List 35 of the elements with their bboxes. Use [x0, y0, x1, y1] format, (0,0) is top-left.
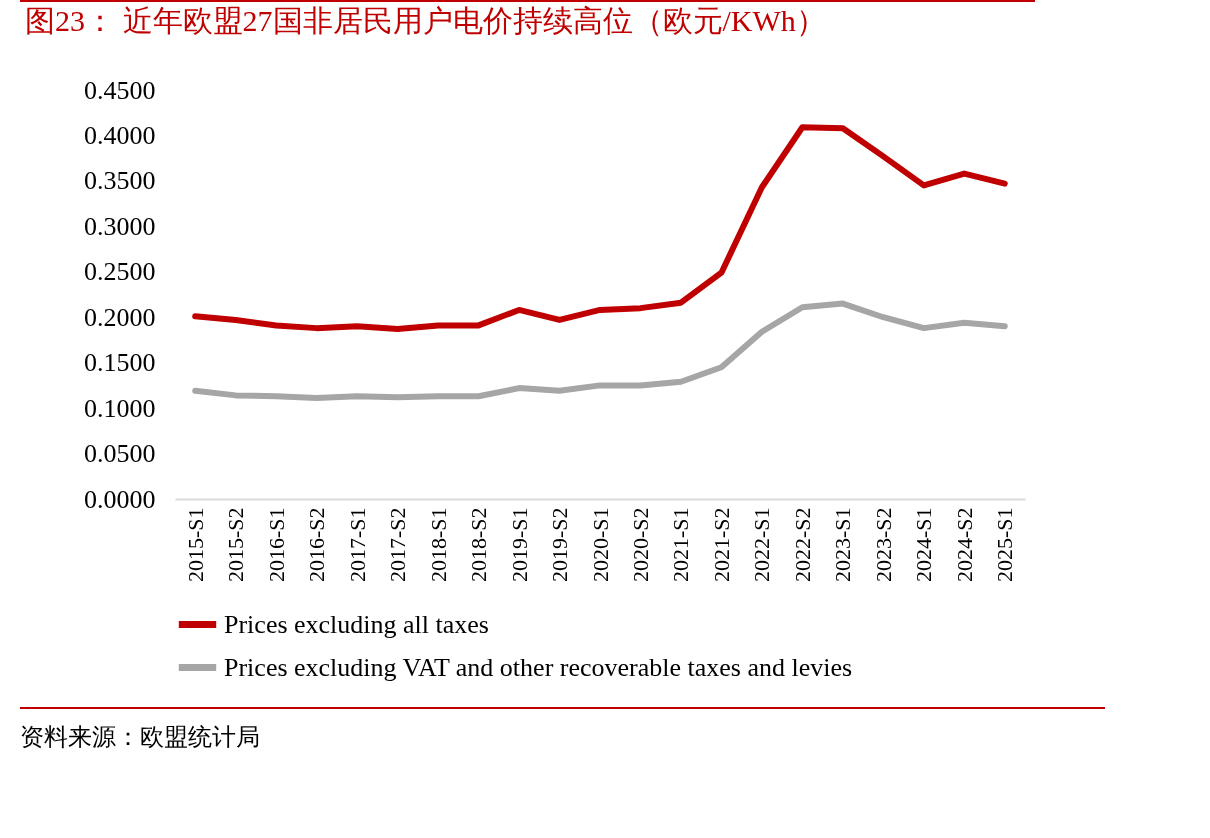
- x-tick-label: 2015-S2: [223, 507, 249, 583]
- y-tick-label: 0.2000: [84, 302, 156, 332]
- x-tick-label: 2024-S2: [951, 507, 977, 583]
- y-tick-label: 0.1500: [84, 348, 156, 378]
- x-tick-label: 2016-S1: [263, 507, 289, 583]
- x-tick-label: 2023-S1: [830, 507, 856, 583]
- x-tick-label: 2022-S2: [789, 507, 815, 583]
- x-tick-label: 2019-S1: [506, 507, 532, 583]
- y-tick-label: 0.4000: [84, 120, 156, 150]
- x-tick-label: 2022-S1: [749, 507, 775, 583]
- legend-label: Prices excluding VAT and other recoverable taxes and levies: [224, 652, 853, 682]
- x-tick-label: 2025-S1: [992, 507, 1018, 583]
- y-tick-label: 0.4500: [84, 75, 156, 105]
- x-tick-label: 2017-S1: [344, 507, 370, 583]
- x-tick-label: 2021-S2: [708, 507, 734, 583]
- x-tick-label: 2015-S1: [182, 507, 208, 583]
- text: 资料来源：欧盟统计局: [20, 707, 1105, 753]
- legend-label: Prices excluding all taxes: [224, 609, 489, 639]
- x-tick-label: 2020-S1: [587, 507, 613, 583]
- x-tick-label: 2023-S2: [870, 507, 896, 583]
- x-tick-label: 2018-S2: [466, 507, 492, 583]
- x-tick-label: 2019-S2: [547, 507, 573, 583]
- y-tick-label: 0.1000: [84, 393, 156, 423]
- y-tick-label: 0.0500: [84, 439, 156, 469]
- x-tick-label: 2024-S1: [911, 507, 937, 583]
- chart-title: 图23： 近年欧盟27国非居民用户电价持续高位（欧元/KWh）: [25, 4, 826, 37]
- x-tick-label: 2016-S2: [304, 507, 330, 583]
- y-tick-label: 0.3000: [84, 211, 156, 241]
- x-tick-label: 2020-S2: [627, 507, 653, 583]
- y-tick-label: 0.3500: [84, 166, 156, 196]
- x-tick-label: 2017-S2: [385, 507, 411, 583]
- y-tick-label: 0.2500: [84, 257, 156, 287]
- x-tick-label: 2018-S1: [425, 507, 451, 583]
- x-tick-label: 2021-S1: [668, 507, 694, 583]
- y-tick-label: 0.0000: [84, 484, 156, 514]
